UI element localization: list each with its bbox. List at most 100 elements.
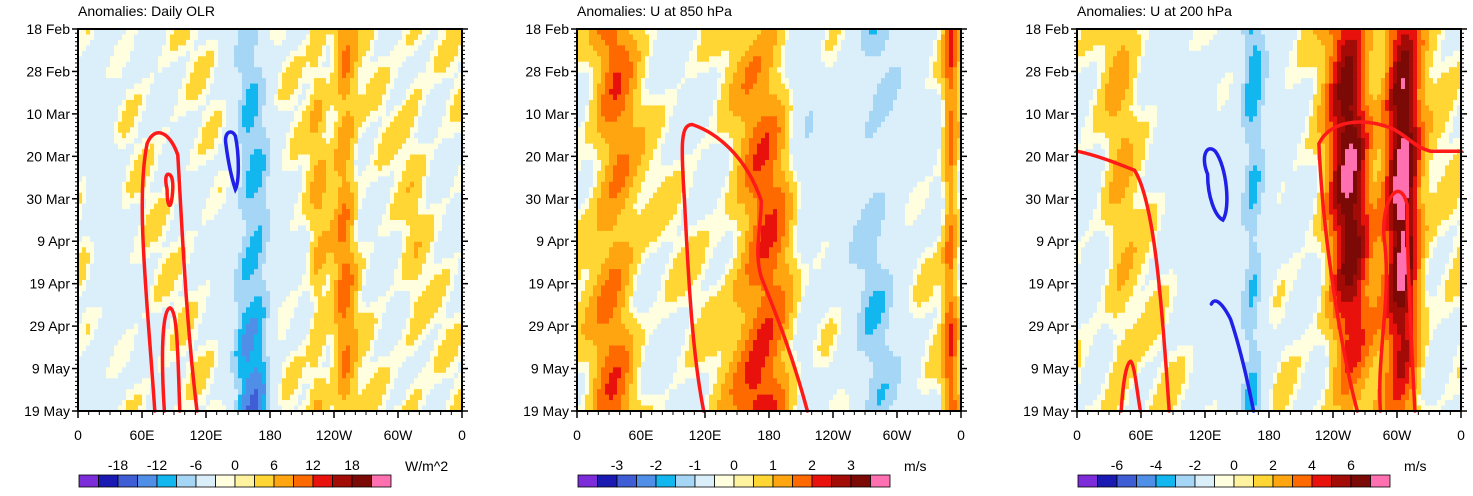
heatmap-cell	[434, 132, 439, 139]
heatmap-cell	[150, 116, 155, 123]
heatmap-cell	[122, 67, 127, 74]
heatmap-cell	[210, 181, 215, 188]
heatmap-cell	[234, 99, 239, 106]
heatmap-cell	[250, 274, 255, 281]
heatmap-cell	[146, 269, 151, 276]
heatmap-cell	[206, 110, 211, 117]
heatmap-cell	[82, 187, 87, 194]
heatmap-cell	[318, 209, 323, 216]
heatmap-cell	[418, 149, 423, 156]
heatmap-cell	[406, 203, 411, 210]
heatmap-cell	[266, 105, 271, 112]
heatmap-cell	[174, 89, 179, 96]
heatmap-cell	[158, 220, 163, 227]
heatmap-cell	[362, 247, 367, 254]
heatmap-cell	[382, 78, 387, 85]
heatmap-cell	[182, 29, 187, 36]
heatmap-cell	[322, 170, 327, 177]
heatmap-cell	[110, 296, 115, 303]
heatmap-cell	[298, 252, 303, 259]
heatmap-cell	[322, 110, 327, 117]
heatmap-cell	[298, 39, 303, 46]
heatmap-cell	[150, 203, 155, 210]
heatmap-cell	[422, 110, 427, 117]
heatmap-cell	[414, 99, 419, 106]
heatmap-cell	[382, 34, 387, 41]
heatmap-cell	[386, 165, 391, 172]
heatmap-cell	[322, 159, 327, 167]
heatmap-cell	[278, 127, 283, 134]
heatmap-cell	[218, 176, 223, 183]
heatmap-cell	[402, 132, 407, 139]
heatmap-cell	[246, 143, 251, 150]
heatmap-cell	[206, 127, 211, 134]
heatmap-cell	[378, 170, 383, 177]
heatmap-cell	[122, 110, 127, 117]
heatmap-cell	[82, 45, 87, 52]
heatmap-cell	[318, 72, 323, 79]
heatmap-cell	[386, 181, 391, 188]
heatmap-cell	[350, 258, 355, 265]
heatmap-cell	[306, 258, 311, 265]
heatmap-cell	[274, 56, 279, 63]
heatmap-cell	[378, 165, 383, 172]
heatmap-cell	[366, 61, 371, 68]
heatmap-cell	[294, 285, 299, 292]
heatmap-cell	[426, 225, 431, 232]
heatmap-cell	[282, 159, 287, 167]
heatmap-cell	[450, 67, 455, 74]
heatmap-cell	[278, 269, 283, 276]
heatmap-cell	[278, 83, 283, 90]
heatmap-cell	[242, 78, 247, 85]
heatmap-cell	[434, 127, 439, 134]
heatmap-cell	[438, 192, 443, 199]
heatmap-cell	[262, 274, 267, 281]
heatmap-cell	[406, 307, 411, 314]
heatmap-cell	[454, 192, 459, 199]
heatmap-cell	[382, 307, 387, 314]
heatmap-cell	[422, 247, 427, 254]
heatmap-cell	[162, 269, 167, 276]
heatmap-cell	[222, 176, 227, 183]
heatmap-cell	[370, 56, 375, 63]
heatmap-cell	[258, 61, 263, 68]
heatmap-cell	[150, 83, 155, 90]
heatmap-cell	[286, 247, 291, 254]
heatmap-cell	[346, 121, 351, 128]
heatmap-cell	[286, 138, 291, 145]
heatmap-cell	[130, 127, 135, 134]
heatmap-cell	[406, 165, 411, 172]
heatmap-cell	[282, 301, 287, 308]
heatmap-cell	[274, 225, 279, 232]
heatmap-cell	[126, 192, 131, 199]
heatmap-cell	[186, 39, 191, 46]
heatmap-cell	[422, 138, 427, 145]
heatmap-cell	[242, 105, 247, 112]
heatmap-cell	[326, 252, 331, 259]
heatmap-cell	[406, 67, 411, 74]
heatmap-cell	[174, 39, 179, 46]
heatmap-cell	[130, 154, 135, 161]
heatmap-cell	[406, 241, 411, 248]
heatmap-cell	[326, 198, 331, 205]
heatmap-cell	[86, 34, 91, 41]
heatmap-cell	[78, 301, 83, 308]
heatmap-cell	[322, 263, 327, 270]
heatmap-cell	[382, 301, 387, 308]
heatmap-cell	[418, 181, 423, 188]
heatmap-cell	[386, 50, 391, 57]
heatmap-cell	[118, 72, 123, 79]
heatmap-cell	[274, 230, 279, 237]
heatmap-cell	[262, 187, 267, 194]
heatmap-cell	[302, 296, 307, 303]
heatmap-cell	[258, 67, 263, 74]
heatmap-cell	[86, 56, 91, 63]
heatmap-cell	[194, 94, 199, 101]
heatmap-cell	[426, 72, 431, 79]
heatmap-cell	[290, 94, 295, 101]
heatmap-cell	[78, 110, 83, 117]
heatmap-cell	[290, 110, 295, 117]
heatmap-cell	[450, 307, 455, 314]
heatmap-cell	[450, 149, 455, 156]
heatmap-cell	[330, 258, 335, 265]
